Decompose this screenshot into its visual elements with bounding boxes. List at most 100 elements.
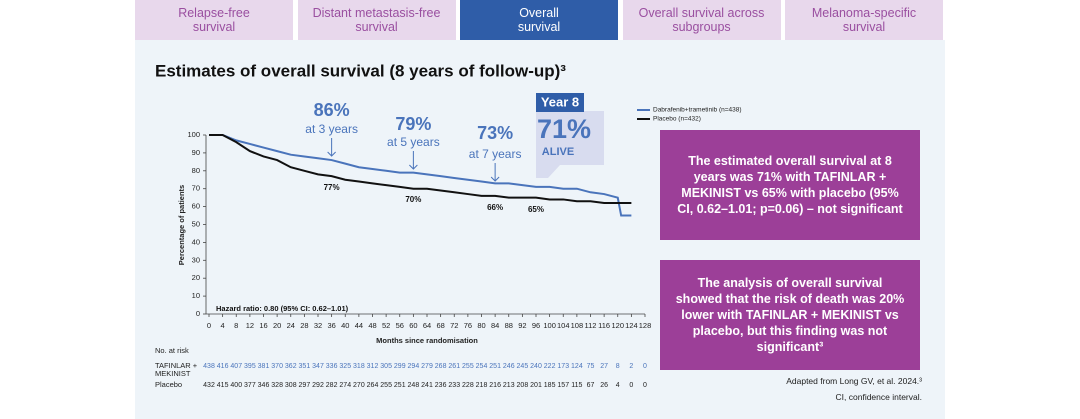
at-risk-value: 282 [326, 382, 338, 389]
x-tick-label: 112 [585, 321, 597, 330]
x-tick-label: 32 [314, 321, 322, 330]
at-risk-value: 370 [271, 363, 283, 370]
at-risk-value: 218 [476, 382, 488, 389]
tab[interactable]: Melanoma-specific survival [785, 0, 943, 40]
chart-title: Estimates of overall survival (8 years o… [155, 61, 566, 80]
at-risk-value: 308 [285, 382, 297, 389]
at-risk-value: 325 [339, 363, 351, 370]
x-tick-label: 76 [464, 321, 472, 330]
x-tick-label: 16 [259, 321, 267, 330]
x-tick-label: 56 [396, 321, 404, 330]
x-tick-label: 8 [234, 321, 238, 330]
at-risk-value: 407 [230, 363, 242, 370]
y-tick-label: 90 [192, 148, 200, 157]
at-risk-value: 157 [557, 382, 569, 389]
tab[interactable]: Relapse-free survival [135, 0, 293, 40]
at-risk-value: 185 [544, 382, 556, 389]
at-risk-row-label: MEKINIST [155, 369, 191, 378]
y-tick-label: 20 [192, 273, 200, 282]
x-tick-label: 96 [532, 321, 540, 330]
y-tick-label: 100 [187, 130, 200, 139]
x-tick-label: 4 [221, 321, 225, 330]
tab-label: survival [192, 20, 236, 34]
at-risk-value: 264 [367, 382, 379, 389]
at-risk-value: 395 [244, 363, 256, 370]
at-risk-value: 201 [530, 382, 542, 389]
x-tick-label: 28 [300, 321, 308, 330]
at-risk-value: 292 [312, 382, 324, 389]
year-box-value: 71% [537, 114, 591, 144]
at-risk-value: 261 [448, 363, 460, 370]
tab-label: Distant metastasis-free [312, 6, 441, 20]
series-line [209, 134, 632, 205]
at-risk-value: 8 [616, 363, 620, 370]
at-risk-value: 2 [629, 363, 633, 370]
y-tick-label: 80 [192, 166, 200, 175]
tab[interactable]: Distant metastasis-free survival [297, 0, 456, 40]
at-risk-value: 222 [544, 363, 556, 370]
x-tick-label: 52 [382, 321, 390, 330]
at-risk-value: 328 [271, 382, 283, 389]
y-tick-label: 40 [192, 237, 200, 246]
legend-label: Dabrafenib+trametinib (n=438) [653, 107, 742, 114]
x-tick-label: 84 [491, 321, 499, 330]
annotation-caption: at 3 years [305, 122, 358, 136]
annotation-arrow [327, 138, 336, 157]
annotation-value: 79% [395, 114, 431, 134]
at-risk-value: 115 [571, 382, 582, 389]
x-tick-label: 92 [518, 321, 526, 330]
at-risk-value: 251 [394, 382, 406, 389]
annotation-arrow [409, 151, 418, 170]
tab[interactable]: Overall survival [460, 0, 618, 40]
at-risk-row-label: Placebo [155, 380, 182, 389]
at-risk-value: 336 [326, 363, 338, 370]
at-risk-value: 270 [353, 382, 365, 389]
at-risk-value: 299 [394, 363, 406, 370]
y-tick-label: 50 [192, 219, 200, 228]
y-tick-label: 0 [196, 309, 200, 318]
footnote: Adapted from Long GV, et al. 2024.³ [786, 376, 922, 386]
placebo-label: 70% [405, 195, 421, 204]
year-box [536, 111, 604, 178]
at-risk-value: 246 [503, 363, 515, 370]
at-risk-value: 279 [421, 363, 433, 370]
at-risk-value: 347 [312, 363, 324, 370]
tab-label: Overall [519, 6, 559, 20]
at-risk-value: 432 [203, 382, 215, 389]
at-risk-value: 251 [489, 363, 501, 370]
x-tick-label: 104 [557, 321, 570, 330]
x-tick-label: 60 [409, 321, 417, 330]
at-risk-value: 415 [217, 382, 229, 389]
tab-label: Melanoma-specific [811, 6, 917, 20]
x-tick-label: 0 [207, 321, 211, 330]
at-risk-value: 255 [380, 382, 392, 389]
x-tick-label: 72 [450, 321, 458, 330]
at-risk-value: 241 [421, 382, 433, 389]
at-risk-value: 254 [476, 363, 488, 370]
at-risk-value: 213 [503, 382, 515, 389]
x-tick-label: 108 [571, 321, 584, 330]
legend-label: Placebo (n=432) [653, 116, 701, 123]
y-axis-label: Percentage of patients [177, 185, 186, 265]
at-risk-value: 381 [258, 363, 270, 370]
x-tick-label: 120 [611, 321, 624, 330]
at-risk-value: 274 [339, 382, 351, 389]
x-tick-label: 20 [273, 321, 281, 330]
at-risk-value: 0 [643, 382, 647, 389]
at-risk-value: 438 [203, 363, 215, 370]
tab[interactable]: Overall survival across subgroups [622, 0, 781, 40]
at-risk-value: 400 [230, 382, 242, 389]
placebo-label: 66% [487, 203, 503, 212]
at-risk-value: 351 [299, 363, 311, 370]
at-risk-value: 67 [587, 382, 595, 389]
at-risk-value: 305 [380, 363, 392, 370]
at-risk-value: 294 [408, 363, 420, 370]
at-risk-value: 255 [462, 363, 474, 370]
annotation-arrow [490, 163, 500, 182]
at-risk-title: No. at risk [155, 346, 189, 355]
footnote: CI, confidence interval. [835, 392, 922, 402]
x-tick-label: 24 [287, 321, 295, 330]
at-risk-value: 216 [489, 382, 501, 389]
